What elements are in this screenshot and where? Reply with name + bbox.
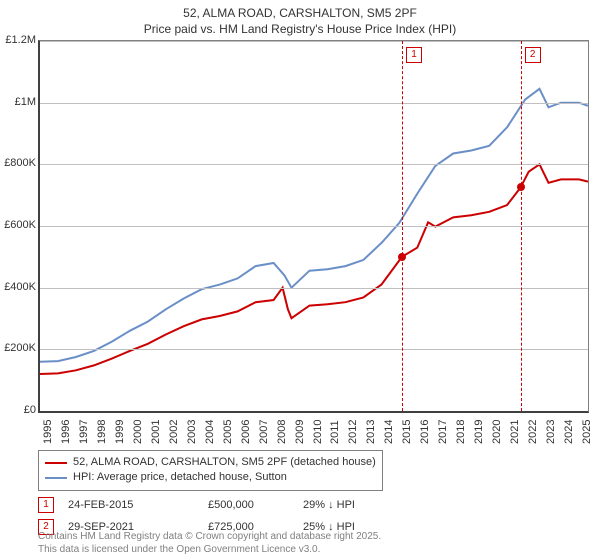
y-tick-label: £600K: [2, 219, 36, 231]
event-marker-chart: 2: [525, 47, 541, 63]
x-tick-label: 2014: [383, 420, 395, 444]
x-tick-label: 2023: [545, 420, 557, 444]
legend-and-events: 52, ALMA ROAD, CARSHALTON, SM5 2PF (deta…: [38, 450, 586, 535]
event-point-marker: [398, 253, 406, 261]
x-tick-label: 2010: [312, 420, 324, 444]
y-tick-label: £400K: [2, 281, 36, 293]
x-tick-label: 2016: [419, 420, 431, 444]
y-tick-label: £1.2M: [2, 34, 36, 46]
event-point-marker: [517, 183, 525, 191]
x-tick-label: 2000: [132, 420, 144, 444]
x-tick-label: 2025: [581, 420, 593, 444]
x-tick-label: 2001: [150, 420, 162, 444]
gridline-h: [40, 103, 588, 104]
legend-box: 52, ALMA ROAD, CARSHALTON, SM5 2PF (deta…: [38, 450, 383, 491]
event-row-1: 1 24-FEB-2015 £500,000 29% ↓ HPI: [38, 497, 586, 513]
x-tick-label: 2002: [168, 420, 180, 444]
x-tick-label: 2024: [563, 420, 575, 444]
gridline-h: [40, 288, 588, 289]
chart-title: 52, ALMA ROAD, CARSHALTON, SM5 2PF Price…: [0, 0, 600, 37]
footer-line2: This data is licensed under the Open Gov…: [38, 544, 381, 557]
title-line2: Price paid vs. HM Land Registry's House …: [0, 22, 600, 38]
x-tick-label: 2007: [258, 420, 270, 444]
footer-line1: Contains HM Land Registry data © Crown c…: [38, 531, 381, 544]
x-tick-label: 2005: [222, 420, 234, 444]
y-tick-label: £200K: [2, 342, 36, 354]
gridline-h: [40, 349, 588, 350]
x-tick-label: 2021: [509, 420, 521, 444]
x-tick-label: 1995: [42, 420, 54, 444]
event-marker-chart: 1: [406, 47, 422, 63]
x-tick-label: 2019: [473, 420, 485, 444]
legend-row-price-paid: 52, ALMA ROAD, CARSHALTON, SM5 2PF (deta…: [45, 455, 376, 470]
x-tick-label: 1996: [60, 420, 72, 444]
gridline-h: [40, 41, 588, 42]
x-tick-label: 2015: [401, 420, 413, 444]
event-vline: [402, 41, 403, 411]
y-tick-label: £800K: [2, 157, 36, 169]
x-tick-label: 2022: [527, 420, 539, 444]
gridline-h: [40, 226, 588, 227]
x-tick-label: 2008: [276, 420, 288, 444]
x-tick-label: 2006: [240, 420, 252, 444]
event-price-1: £500,000: [208, 499, 303, 511]
x-tick-label: 1997: [78, 420, 90, 444]
y-tick-label: £1M: [2, 96, 36, 108]
series-line-price_paid: [40, 164, 588, 374]
event-date-1: 24-FEB-2015: [68, 499, 208, 511]
plot-area: 12: [38, 40, 589, 413]
x-tick-label: 2009: [294, 420, 306, 444]
x-tick-label: 2011: [329, 420, 341, 444]
chart-container: 52, ALMA ROAD, CARSHALTON, SM5 2PF Price…: [0, 0, 600, 560]
footer-attribution: Contains HM Land Registry data © Crown c…: [38, 531, 381, 556]
legend-swatch-price-paid: [45, 462, 67, 464]
x-tick-label: 2012: [347, 420, 359, 444]
event-marker-1: 1: [38, 497, 54, 513]
legend-label-price-paid: 52, ALMA ROAD, CARSHALTON, SM5 2PF (deta…: [73, 455, 376, 470]
x-tick-label: 1999: [114, 420, 126, 444]
legend-row-hpi: HPI: Average price, detached house, Sutt…: [45, 470, 376, 485]
legend-swatch-hpi: [45, 477, 67, 479]
x-tick-label: 2020: [491, 420, 503, 444]
x-tick-label: 2003: [186, 420, 198, 444]
x-tick-label: 2018: [455, 420, 467, 444]
x-tick-label: 1998: [96, 420, 108, 444]
y-tick-label: £0: [2, 404, 36, 416]
legend-label-hpi: HPI: Average price, detached house, Sutt…: [73, 470, 287, 485]
x-tick-label: 2004: [204, 420, 216, 444]
title-line1: 52, ALMA ROAD, CARSHALTON, SM5 2PF: [0, 6, 600, 22]
x-tick-label: 2017: [437, 420, 449, 444]
event-diff-1: 29% ↓ HPI: [303, 499, 586, 511]
event-vline: [521, 41, 522, 411]
gridline-h: [40, 164, 588, 165]
x-tick-label: 2013: [365, 420, 377, 444]
